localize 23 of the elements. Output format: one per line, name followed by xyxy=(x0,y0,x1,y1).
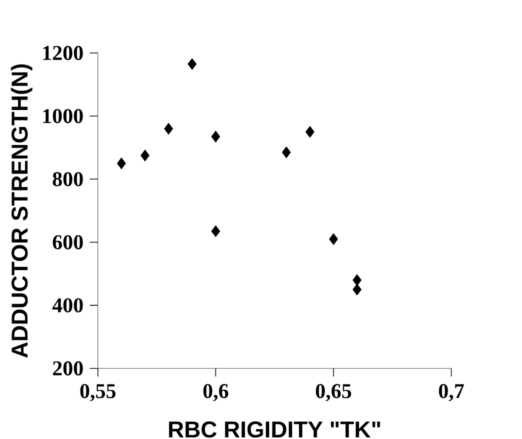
point xyxy=(282,146,291,158)
x-tick-label: 0,6 xyxy=(203,384,228,402)
y-tick-label: 1000 xyxy=(43,108,83,124)
point xyxy=(329,233,338,245)
y-axis-title: ADDUCTOR STRENGTH(N) xyxy=(10,64,32,358)
y-tick-label: 1200 xyxy=(43,46,83,60)
point xyxy=(188,58,197,70)
y-tick-label: 600 xyxy=(52,235,83,250)
point xyxy=(211,130,220,142)
point xyxy=(352,284,362,296)
point xyxy=(164,122,174,135)
point xyxy=(352,274,362,286)
y-tick-label: 400 xyxy=(52,298,83,312)
x-axis-title: RBC RIGIDITY "TK" xyxy=(169,421,380,438)
point xyxy=(305,126,314,138)
point xyxy=(140,150,150,162)
x-tick-label: 0,65 xyxy=(316,384,352,402)
y-tick-label: 200 xyxy=(52,361,83,376)
x-tick-label: 0,7 xyxy=(438,384,464,402)
y-tick-label: 800 xyxy=(52,172,83,186)
point xyxy=(116,157,126,170)
point xyxy=(211,225,220,238)
x-tick-label: 0,55 xyxy=(80,384,116,402)
